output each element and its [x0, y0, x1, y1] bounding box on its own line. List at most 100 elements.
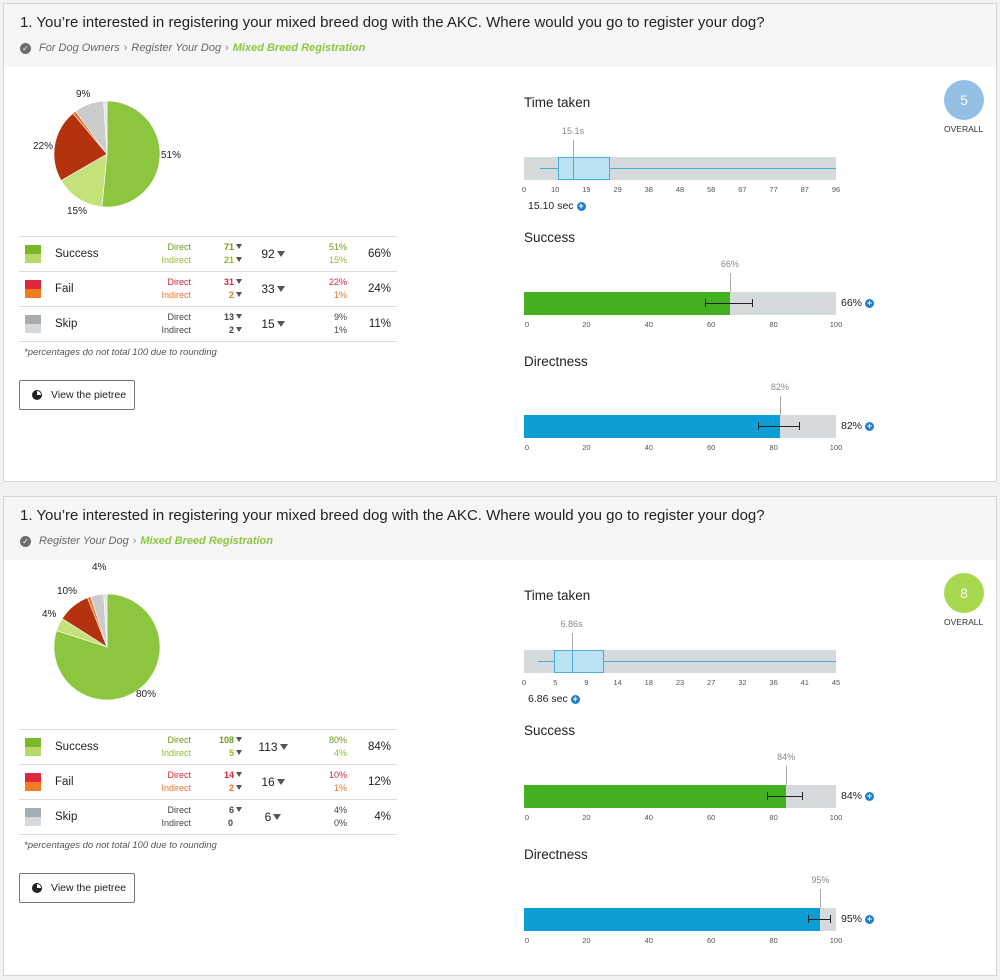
axis-tick-label: 19	[582, 185, 591, 194]
filter-icon[interactable]	[236, 785, 242, 791]
directness-value[interactable]: 95% +	[841, 913, 875, 925]
breadcrumb-leaf[interactable]: Mixed Breed Registration	[232, 42, 366, 54]
axis-tick-label: 100	[829, 936, 843, 945]
filter-icon[interactable]	[236, 314, 242, 320]
outcome-total[interactable]: 113	[242, 729, 304, 765]
axis-tick-label: 0	[524, 443, 530, 452]
outcome-percentage: 12%	[347, 764, 397, 800]
success-marker-label: 66%	[720, 259, 739, 269]
breadcrumb-item[interactable]: Register Your Dog	[131, 42, 222, 54]
plus-circle-icon[interactable]: +	[570, 693, 580, 704]
table-row: Success Direct Indirect 108 5 113 80% 4% 84%	[19, 729, 397, 765]
error-bar	[767, 796, 802, 797]
breadcrumb-item[interactable]: Register Your Dog	[39, 535, 129, 547]
directness-value[interactable]: 82% +	[841, 420, 875, 432]
outcome-total[interactable]: 15	[242, 306, 304, 342]
axis-tick-label: 100	[829, 443, 843, 452]
time-boxplot	[524, 157, 836, 180]
success-axis: 0 20 40 60 80 100	[524, 813, 842, 825]
filter-icon[interactable]	[236, 292, 242, 298]
outcome-label: Fail	[41, 764, 136, 800]
filter-icon[interactable]	[236, 750, 242, 756]
time-value[interactable]: 15.10 sec +	[528, 200, 586, 212]
axis-tick-label: 23	[675, 678, 685, 687]
path-counts: 108 5	[191, 729, 242, 765]
plus-circle-icon[interactable]: +	[865, 913, 875, 924]
pie-label-success-direct: 80%	[136, 689, 157, 700]
table-row: Fail Direct Indirect 14 2 16 10% 1% 12%	[19, 764, 397, 800]
directness-marker-label: 82%	[770, 382, 789, 392]
breadcrumb-item[interactable]: For Dog Owners	[39, 42, 120, 54]
axis-tick-label: 60	[707, 320, 716, 329]
time-taken-title: Time taken	[524, 95, 591, 110]
rounding-note: *percentages do not total 100 due to rou…	[24, 347, 217, 358]
overall-label: OVERALL	[944, 617, 984, 627]
plus-circle-icon[interactable]: +	[576, 200, 586, 211]
view-pietree-button[interactable]: View the pietree	[19, 873, 135, 903]
success-marker-line	[786, 766, 788, 785]
filter-icon[interactable]	[236, 737, 242, 743]
rounding-note: *percentages do not total 100 due to rou…	[24, 840, 217, 851]
axis-tick-label: 60	[707, 936, 716, 945]
view-pietree-button[interactable]: View the pietree	[19, 380, 135, 410]
outcome-total[interactable]: 92	[242, 236, 304, 272]
filter-icon[interactable]	[236, 279, 242, 285]
path-type: Direct Indirect	[136, 799, 191, 835]
whisker-line	[540, 168, 836, 169]
success-bar-fill	[524, 292, 730, 315]
axis-tick-label: 40	[644, 813, 653, 822]
directness-bar	[524, 908, 836, 931]
axis-tick-label: 40	[644, 320, 653, 329]
card-header: 1. You’re interested in registering your…	[4, 4, 996, 67]
plus-circle-icon[interactable]: +	[865, 420, 875, 431]
path-counts: 14 2	[191, 764, 242, 800]
filter-icon[interactable]	[276, 320, 285, 327]
axis-tick-label: 0	[524, 813, 530, 822]
axis-tick-label: 0	[521, 678, 527, 687]
plus-circle-icon[interactable]: +	[865, 297, 875, 308]
filter-icon[interactable]	[273, 813, 282, 820]
outcome-total[interactable]: 33	[242, 271, 304, 307]
axis-tick-label: 36	[769, 678, 778, 687]
plus-circle-icon[interactable]: +	[865, 790, 875, 801]
axis-tick-label: 96	[831, 185, 841, 194]
error-bar-cap	[807, 915, 809, 923]
pie-label-skip-direct: 4%	[92, 562, 107, 573]
pie-label-fail-direct: 10%	[57, 586, 78, 597]
filter-icon[interactable]	[276, 250, 285, 257]
axis-tick-label: 10	[551, 185, 560, 194]
filter-icon[interactable]	[279, 743, 288, 750]
filter-icon[interactable]	[236, 807, 242, 813]
check-circle-icon: ✓	[20, 42, 31, 54]
filter-icon[interactable]	[236, 244, 242, 250]
overall-label: OVERALL	[944, 124, 984, 134]
directness-axis: 0 20 40 60 80 100	[524, 443, 842, 455]
filter-icon[interactable]	[236, 327, 242, 333]
success-bar	[524, 785, 836, 808]
outcome-percentage: 11%	[347, 306, 397, 342]
breadcrumb-leaf[interactable]: Mixed Breed Registration	[140, 535, 273, 547]
error-bar-cap	[704, 299, 706, 307]
error-bar-cap	[829, 915, 831, 923]
success-value[interactable]: 66% +	[841, 297, 875, 309]
path-percentages: 9% 1%	[304, 306, 347, 342]
error-bar	[704, 303, 752, 304]
filter-icon[interactable]	[236, 772, 242, 778]
success-value[interactable]: 84% +	[841, 790, 875, 802]
directness-bar-fill	[524, 908, 821, 931]
filter-icon[interactable]	[276, 285, 285, 292]
filter-icon[interactable]	[276, 778, 285, 785]
success-bar-fill	[524, 785, 787, 808]
axis-tick-label: 9	[584, 678, 589, 687]
outcome-total[interactable]: 6	[242, 799, 304, 835]
axis-tick-label: 0	[524, 320, 530, 329]
outcome-total[interactable]: 16	[242, 764, 304, 800]
path-counts: 71 21	[191, 236, 242, 272]
filter-icon[interactable]	[236, 257, 242, 263]
table-row: Fail Direct Indirect 31 2 33 22% 1% 24%	[19, 271, 397, 307]
pie-slice-skip-indirect	[103, 593, 108, 648]
time-value[interactable]: 6.86 sec +	[528, 693, 580, 705]
axis-tick-label: 20	[582, 936, 591, 945]
error-bar-cap	[767, 792, 769, 800]
